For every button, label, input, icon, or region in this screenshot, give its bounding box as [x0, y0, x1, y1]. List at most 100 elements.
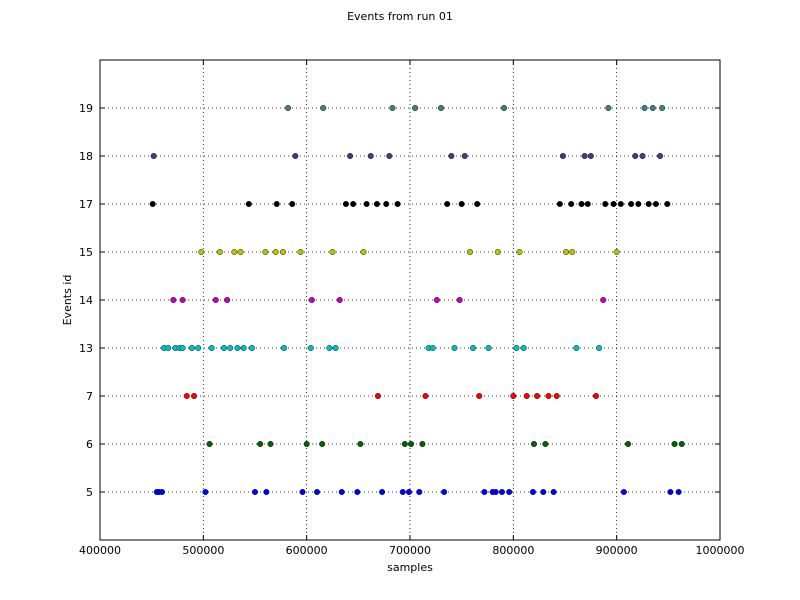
event-point-14: [433, 297, 440, 304]
event-point-17: [289, 200, 296, 207]
event-point-13: [280, 345, 287, 352]
event-point-14: [212, 297, 219, 304]
y-tick-label: 19: [79, 102, 93, 115]
event-point-7: [553, 393, 560, 400]
event-point-13: [429, 345, 436, 352]
event-point-5: [399, 489, 406, 496]
event-point-17: [556, 200, 563, 207]
y-tick-label: 14: [79, 294, 93, 307]
event-point-18: [657, 152, 664, 159]
event-point-5: [550, 489, 557, 496]
x-tick-label: 700000: [389, 544, 431, 557]
event-point-15: [329, 248, 336, 255]
data-points: [149, 104, 685, 496]
event-point-5: [675, 489, 682, 496]
event-point-13: [234, 345, 241, 352]
chart-title: Events from run 01: [347, 10, 453, 23]
event-point-15: [494, 248, 501, 255]
event-point-7: [191, 393, 198, 400]
event-point-17: [273, 200, 280, 207]
event-point-7: [523, 393, 530, 400]
event-point-7: [510, 393, 517, 400]
event-point-18: [150, 152, 157, 159]
y-axis: 5 6 7 13 14 15 17 18 19: [79, 102, 720, 499]
event-point-18: [559, 152, 566, 159]
event-point-7: [476, 393, 483, 400]
event-point-7: [183, 393, 190, 400]
event-point-17: [474, 200, 481, 207]
event-point-19: [659, 104, 666, 111]
event-point-15: [613, 248, 620, 255]
event-point-6: [531, 441, 538, 448]
x-axis-label: samples: [387, 561, 433, 574]
event-point-15: [272, 248, 279, 255]
event-point-15: [279, 248, 286, 255]
event-point-6: [267, 441, 274, 448]
event-point-7: [593, 393, 600, 400]
event-point-6: [625, 441, 632, 448]
event-point-14: [600, 297, 607, 304]
event-point-18: [448, 152, 455, 159]
event-point-18: [292, 152, 299, 159]
x-axis: 400000 500000 600000 700000 800000 900000 1000…: [79, 60, 745, 557]
event-point-5: [498, 489, 505, 496]
x-tick-label: 1000000: [696, 544, 745, 557]
event-point-13: [165, 345, 172, 352]
event-point-15: [297, 248, 304, 255]
event-point-13: [220, 345, 227, 352]
event-point-17: [652, 200, 659, 207]
event-point-15: [563, 248, 570, 255]
event-point-19: [285, 104, 292, 111]
event-point-6: [319, 441, 326, 448]
event-point-13: [179, 345, 186, 352]
x-tick-label: 900000: [596, 544, 638, 557]
event-point-7: [374, 393, 381, 400]
event-point-15: [569, 248, 576, 255]
event-point-13: [520, 345, 527, 352]
event-point-5: [338, 489, 345, 496]
event-point-6: [419, 441, 426, 448]
event-point-14: [179, 297, 186, 304]
event-point-18: [587, 152, 594, 159]
event-point-18: [639, 152, 646, 159]
event-point-5: [492, 489, 499, 496]
event-point-15: [516, 248, 523, 255]
event-point-5: [299, 489, 306, 496]
event-point-17: [584, 200, 591, 207]
event-point-13: [195, 345, 202, 352]
event-point-17: [342, 200, 349, 207]
event-point-18: [632, 152, 639, 159]
y-tick-label: 13: [79, 342, 93, 355]
event-point-7: [422, 393, 429, 400]
x-tick-label: 600000: [286, 544, 328, 557]
event-point-7: [545, 393, 552, 400]
event-point-6: [408, 441, 415, 448]
event-point-18: [347, 152, 354, 159]
event-point-6: [257, 441, 264, 448]
event-point-17: [350, 200, 357, 207]
event-point-19: [389, 104, 396, 111]
event-point-15: [466, 248, 473, 255]
event-point-13: [513, 345, 520, 352]
event-point-5: [405, 489, 412, 496]
event-point-15: [237, 248, 244, 255]
event-point-6: [671, 441, 678, 448]
event-point-5: [314, 489, 321, 496]
event-point-13: [573, 345, 580, 352]
event-point-17: [568, 200, 575, 207]
event-point-13: [470, 345, 477, 352]
event-point-13: [485, 345, 492, 352]
event-point-5: [481, 489, 488, 496]
event-point-15: [216, 248, 223, 255]
event-point-17: [610, 200, 617, 207]
event-point-13: [332, 345, 339, 352]
event-point-17: [664, 200, 671, 207]
y-tick-label: 5: [86, 486, 93, 499]
event-point-15: [198, 248, 205, 255]
y-axis-label: Events id: [61, 275, 74, 326]
event-point-7: [534, 393, 541, 400]
event-point-17: [602, 200, 609, 207]
event-point-5: [202, 489, 209, 496]
event-point-19: [438, 104, 445, 111]
event-point-13: [240, 345, 247, 352]
